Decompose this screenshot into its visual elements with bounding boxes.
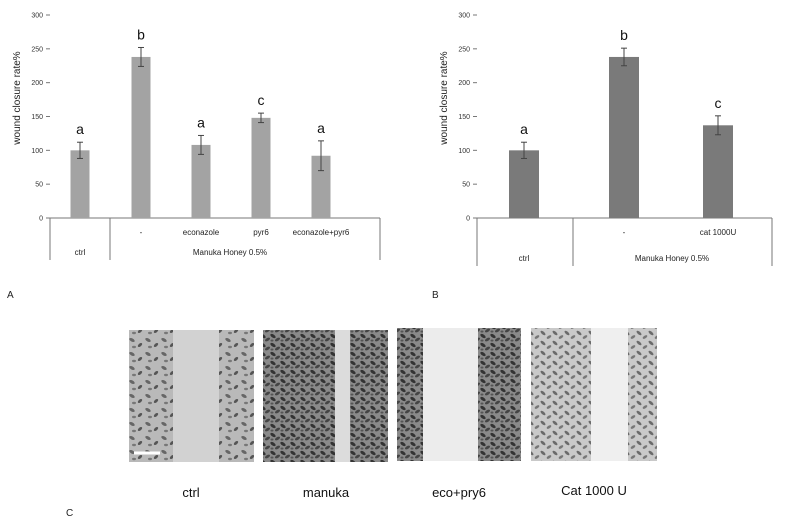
bars: a ctrl b - c cat 1000U — [509, 27, 736, 263]
y-tick-label: 200 — [458, 80, 470, 87]
micrograph-caption-manuka: manuka — [303, 485, 350, 500]
panel-label-a: A — [7, 290, 14, 301]
bar — [703, 125, 733, 218]
micrograph-panel-c: ctrl manuka eco+pry6 Cat 1000 U C — [66, 328, 657, 519]
category-label: econazole+pyr6 — [293, 228, 350, 237]
y-tick-label: 100 — [458, 148, 470, 155]
group-label: Manuka Honey 0.5% — [635, 254, 709, 263]
category-label: - — [140, 228, 143, 237]
bar-chart-panel-a: wound closure rate% 0 50 100 150 200 250 300 a… — [7, 13, 381, 301]
bar — [131, 56, 151, 218]
micrograph-caption-cat-1000u: Cat 1000 U — [561, 483, 627, 498]
micrograph-eco-pry6 — [397, 328, 521, 461]
significance-letter: a — [76, 121, 84, 137]
micrograph-manuka — [263, 330, 388, 462]
bar — [509, 150, 539, 218]
panel-label-b: B — [432, 290, 439, 301]
significance-letter: c — [258, 92, 265, 108]
significance-letter: a — [317, 120, 325, 136]
y-axis-ticks: 0 50 100 150 200 250 300 — [31, 13, 50, 223]
bar — [191, 144, 211, 218]
micrograph-ctrl — [129, 330, 254, 462]
bar — [311, 155, 331, 218]
category-label: - — [623, 228, 626, 237]
y-tick-label: 300 — [31, 13, 43, 20]
bar — [70, 150, 90, 218]
y-tick-label: 200 — [31, 80, 43, 87]
category-label: pyr6 — [253, 228, 269, 237]
category-label: cat 1000U — [700, 228, 737, 237]
category-label: econazole — [183, 228, 220, 237]
significance-letter: b — [137, 26, 145, 42]
bars: a ctrl b - a econazole c pyr6 a econazole+pyr6 — [70, 26, 350, 257]
y-tick-label: 150 — [458, 114, 470, 121]
y-axis-ticks: 0 50 100 150 200 250 300 — [458, 13, 477, 223]
category-label: ctrl — [75, 248, 86, 257]
micrograph-caption-ctrl: ctrl — [182, 485, 199, 500]
bar-chart-panel-b: wound closure rate% 0 50 100 150 200 250 300 a… — [432, 13, 773, 301]
y-axis-label: wound closure rate% — [12, 51, 23, 145]
micrograph-caption-eco-pry6: eco+pry6 — [432, 485, 486, 500]
significance-letter: a — [197, 114, 205, 130]
y-tick-label: 0 — [39, 216, 43, 223]
panel-label-c: C — [66, 508, 73, 519]
bar — [609, 56, 639, 218]
significance-letter: b — [620, 27, 628, 43]
micrograph-cat-1000u — [531, 328, 657, 461]
bar — [251, 117, 271, 218]
y-axis-label: wound closure rate% — [439, 51, 450, 145]
significance-letter: c — [715, 95, 722, 111]
y-tick-label: 300 — [458, 13, 470, 20]
significance-letter: a — [520, 121, 528, 137]
y-tick-label: 250 — [458, 46, 470, 53]
y-tick-label: 150 — [31, 114, 43, 121]
y-tick-label: 100 — [31, 148, 43, 155]
y-tick-label: 0 — [466, 216, 470, 223]
y-tick-label: 250 — [31, 46, 43, 53]
category-label: ctrl — [519, 254, 530, 263]
group-label: Manuka Honey 0.5% — [193, 248, 267, 257]
y-tick-label: 50 — [35, 182, 43, 189]
y-tick-label: 50 — [462, 182, 470, 189]
